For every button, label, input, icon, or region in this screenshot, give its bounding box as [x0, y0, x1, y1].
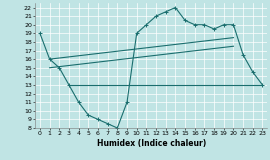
X-axis label: Humidex (Indice chaleur): Humidex (Indice chaleur)	[97, 139, 206, 148]
